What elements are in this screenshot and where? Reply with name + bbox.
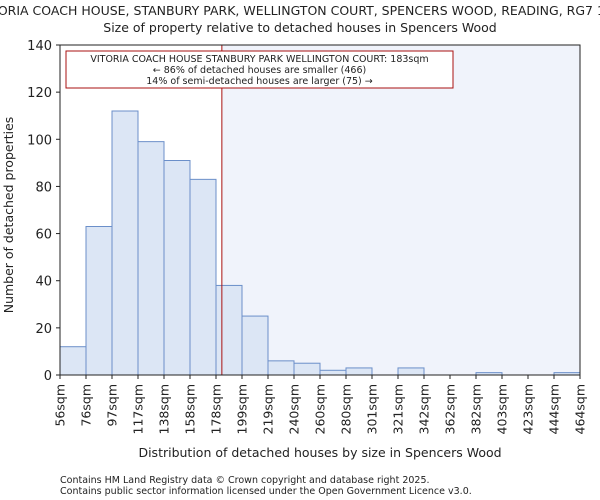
bar-260sqm: [319, 369, 347, 376]
x-tick-label-219sqm: 219sqm: [261, 384, 276, 434]
y-tick-label-20: 20: [35, 322, 52, 337]
x-tick-label-464sqm: 464sqm: [573, 384, 588, 434]
bar-178sqm: [215, 284, 243, 376]
x-tick-label-56sqm: 56sqm: [53, 384, 68, 427]
y-tick-label-60: 60: [35, 228, 52, 243]
x-tick-label-403sqm: 403sqm: [495, 384, 510, 434]
x-tick-label-199sqm: 199sqm: [235, 384, 250, 434]
bars: [59, 110, 581, 376]
plot-background: [221, 45, 581, 375]
chart-subtitle: Size of property relative to detached ho…: [103, 20, 496, 35]
annotation-frame: [65, 50, 454, 89]
bar-97sqm: [111, 110, 139, 376]
y-axis-label: Number of detached properties: [1, 117, 16, 314]
chart-title: VITORIA COACH HOUSE, STANBURY PARK, WELL…: [0, 3, 600, 18]
y-tick-label-40: 40: [35, 275, 52, 290]
highlight-region: [221, 45, 581, 375]
x-axis-label: Distribution of detached houses by size …: [138, 445, 501, 460]
bar-321sqm: [397, 367, 425, 376]
annotation-box: VITORIA COACH HOUSE STANBURY PARK WELLIN…: [65, 50, 454, 89]
y-tick-label-100: 100: [27, 133, 52, 148]
x-tick-label-97sqm: 97sqm: [105, 384, 120, 427]
y-tick-label-80: 80: [35, 180, 52, 195]
annotation-line-1: VITORIA COACH HOUSE STANBURY PARK WELLIN…: [90, 54, 428, 65]
footer-line-1: Contains HM Land Registry data © Crown c…: [60, 475, 430, 486]
x-tick-label-342sqm: 342sqm: [417, 384, 432, 434]
annotation-line-3: 14% of semi-detached houses are larger (…: [146, 76, 373, 87]
bar-138sqm: [163, 160, 191, 376]
x-tick-label-362sqm: 362sqm: [443, 384, 458, 434]
x-tick-label-444sqm: 444sqm: [547, 384, 562, 434]
x-tick-label-117sqm: 117sqm: [131, 384, 146, 434]
y-tick-label-140: 140: [27, 39, 52, 54]
bar-117sqm: [137, 141, 165, 376]
y-tick-label-0: 0: [44, 369, 52, 384]
x-tick-label-260sqm: 260sqm: [313, 384, 328, 434]
bar-280sqm: [345, 367, 373, 376]
x-tick-label-301sqm: 301sqm: [365, 384, 380, 434]
annotation-line-2: ← 86% of detached houses are smaller (46…: [153, 65, 366, 76]
x-tick-label-138sqm: 138sqm: [157, 384, 172, 434]
x-tick-label-240sqm: 240sqm: [287, 384, 302, 434]
x-tick-label-321sqm: 321sqm: [391, 384, 406, 434]
bar-76sqm: [85, 226, 113, 376]
x-tick-label-178sqm: 178sqm: [209, 384, 224, 434]
x-tick-label-382sqm: 382sqm: [469, 384, 484, 434]
x-tick-label-423sqm: 423sqm: [521, 384, 536, 434]
x-axis-ticks: 56sqm 76sqm 97sqm 117sqm 138sqm 158sqm 178sqm 1…: [53, 375, 588, 434]
x-tick-label-280sqm: 280sqm: [339, 384, 354, 434]
footer-line-2: Contains public sector information licen…: [60, 486, 472, 497]
x-tick-label-158sqm: 158sqm: [183, 384, 198, 434]
x-tick-label-76sqm: 76sqm: [79, 384, 94, 427]
y-tick-label-120: 120: [27, 86, 52, 101]
bar-56sqm: [59, 346, 87, 376]
bar-240sqm: [293, 362, 321, 376]
y-axis-ticks: 0 20 40 60 80 100 120 140: [27, 39, 60, 384]
bar-158sqm: [189, 178, 217, 376]
bar-219sqm: [267, 360, 295, 376]
bar-199sqm: [241, 315, 269, 376]
